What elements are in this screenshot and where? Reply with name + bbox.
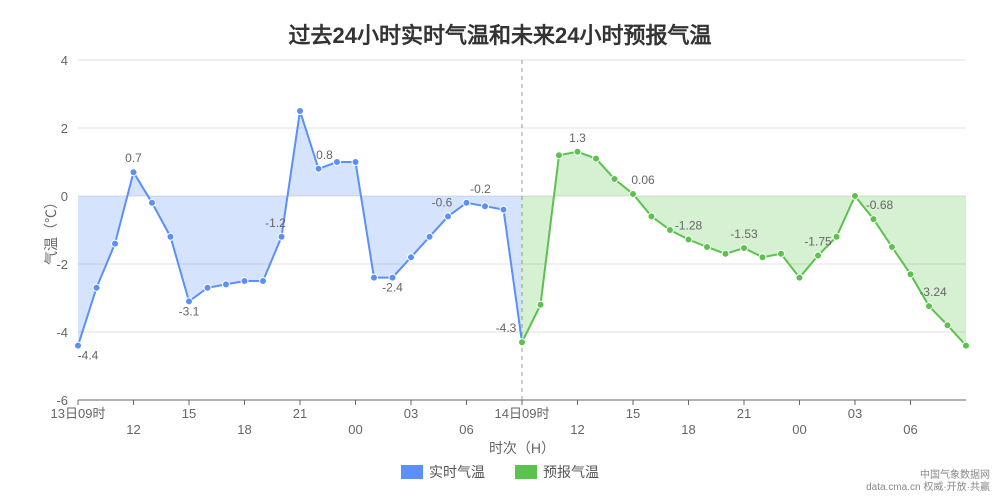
- legend-swatch: [401, 465, 423, 479]
- svg-text:13日09时: 13日09时: [51, 406, 106, 421]
- svg-text:4: 4: [61, 53, 68, 68]
- svg-text:06: 06: [903, 422, 917, 437]
- svg-text:03: 03: [848, 406, 862, 421]
- y-axis-label: 气温（℃）: [41, 195, 61, 265]
- svg-text:-0.68: -0.68: [866, 198, 894, 212]
- svg-text:12: 12: [126, 422, 140, 437]
- svg-text:00: 00: [792, 422, 806, 437]
- svg-text:0: 0: [61, 189, 68, 204]
- legend-item[interactable]: 实时气温: [401, 462, 485, 482]
- svg-text:-1.75: -1.75: [804, 235, 832, 249]
- svg-text:15: 15: [182, 406, 196, 421]
- svg-text:-3.24: -3.24: [919, 285, 947, 299]
- svg-text:-0.6: -0.6: [432, 195, 453, 209]
- svg-text:18: 18: [681, 422, 695, 437]
- legend: 实时气温 预报气温: [0, 462, 1000, 482]
- svg-text:-2.4: -2.4: [382, 281, 403, 295]
- svg-text:00: 00: [348, 422, 362, 437]
- svg-text:-0.2: -0.2: [470, 182, 491, 196]
- svg-text:-4.3: -4.3: [496, 321, 517, 335]
- svg-text:-3.1: -3.1: [179, 304, 200, 318]
- svg-text:15: 15: [626, 406, 640, 421]
- svg-text:1.3: 1.3: [569, 131, 586, 145]
- svg-text:12: 12: [570, 422, 584, 437]
- svg-text:-1.53: -1.53: [730, 227, 758, 241]
- legend-label: 实时气温: [429, 462, 485, 482]
- svg-text:0.8: 0.8: [316, 148, 333, 162]
- svg-text:-1.28: -1.28: [675, 219, 703, 233]
- legend-item[interactable]: 预报气温: [515, 462, 599, 482]
- svg-text:0.7: 0.7: [125, 151, 142, 165]
- svg-text:21: 21: [293, 406, 307, 421]
- svg-text:0.06: 0.06: [631, 173, 655, 187]
- watermark-line2: data.cma.cn 权威·开放·共赢: [866, 482, 990, 494]
- svg-text:06: 06: [459, 422, 473, 437]
- svg-text:-4.4: -4.4: [78, 349, 99, 363]
- svg-text:2: 2: [61, 121, 68, 136]
- watermark-line1: 中国气象数据网: [866, 470, 990, 482]
- svg-text:03: 03: [404, 406, 418, 421]
- legend-swatch: [515, 465, 537, 479]
- svg-text:21: 21: [737, 406, 751, 421]
- chart-plot: -6-4-202413日09时1215182100030614日09时12151…: [0, 0, 1000, 500]
- svg-text:-4: -4: [56, 325, 68, 340]
- svg-text:14日09时: 14日09时: [495, 406, 550, 421]
- svg-text:-1.2: -1.2: [265, 216, 286, 230]
- watermark: 中国气象数据网 data.cma.cn 权威·开放·共赢: [866, 470, 990, 494]
- legend-label: 预报气温: [543, 462, 599, 482]
- x-axis-label: 时次（H）: [78, 438, 966, 458]
- svg-text:18: 18: [237, 422, 251, 437]
- chart-container: 过去24小时实时气温和未来24小时预报气温 -6-4-202413日09时121…: [0, 0, 1000, 500]
